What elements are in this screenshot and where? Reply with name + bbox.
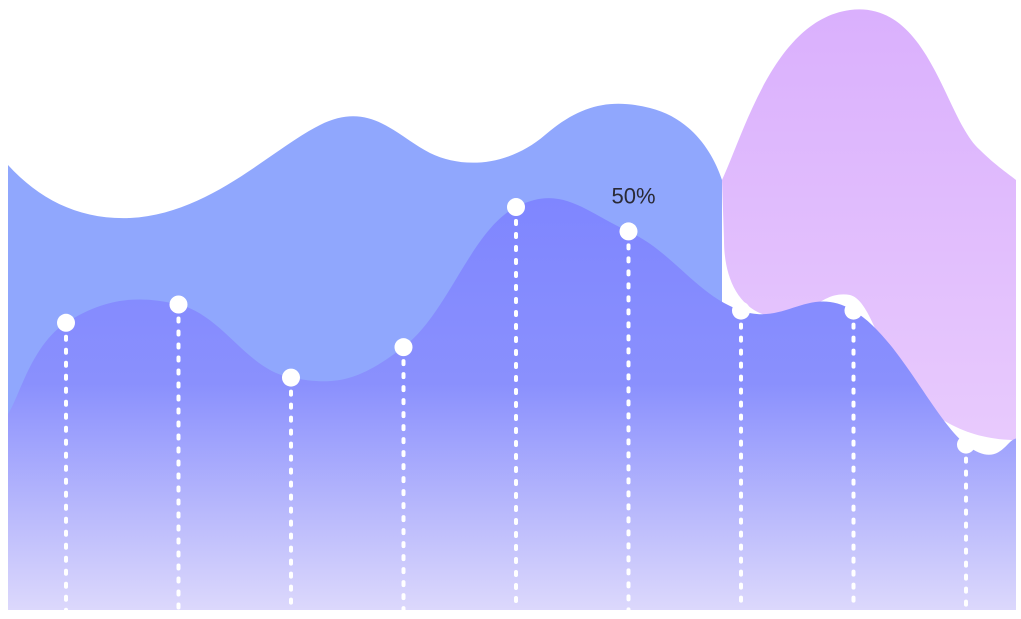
data-point[interactable]	[282, 368, 300, 387]
data-label: 50%	[611, 183, 655, 208]
background-peak-area	[722, 9, 1016, 440]
series-area	[8, 198, 1016, 610]
data-point[interactable]	[507, 198, 525, 217]
data-point[interactable]	[844, 301, 863, 320]
data-point[interactable]	[169, 295, 188, 314]
data-point[interactable]	[57, 313, 75, 332]
data-point[interactable]	[957, 435, 975, 454]
data-point[interactable]	[732, 301, 750, 320]
data-point[interactable]	[619, 222, 638, 241]
data-point[interactable]	[394, 338, 413, 357]
